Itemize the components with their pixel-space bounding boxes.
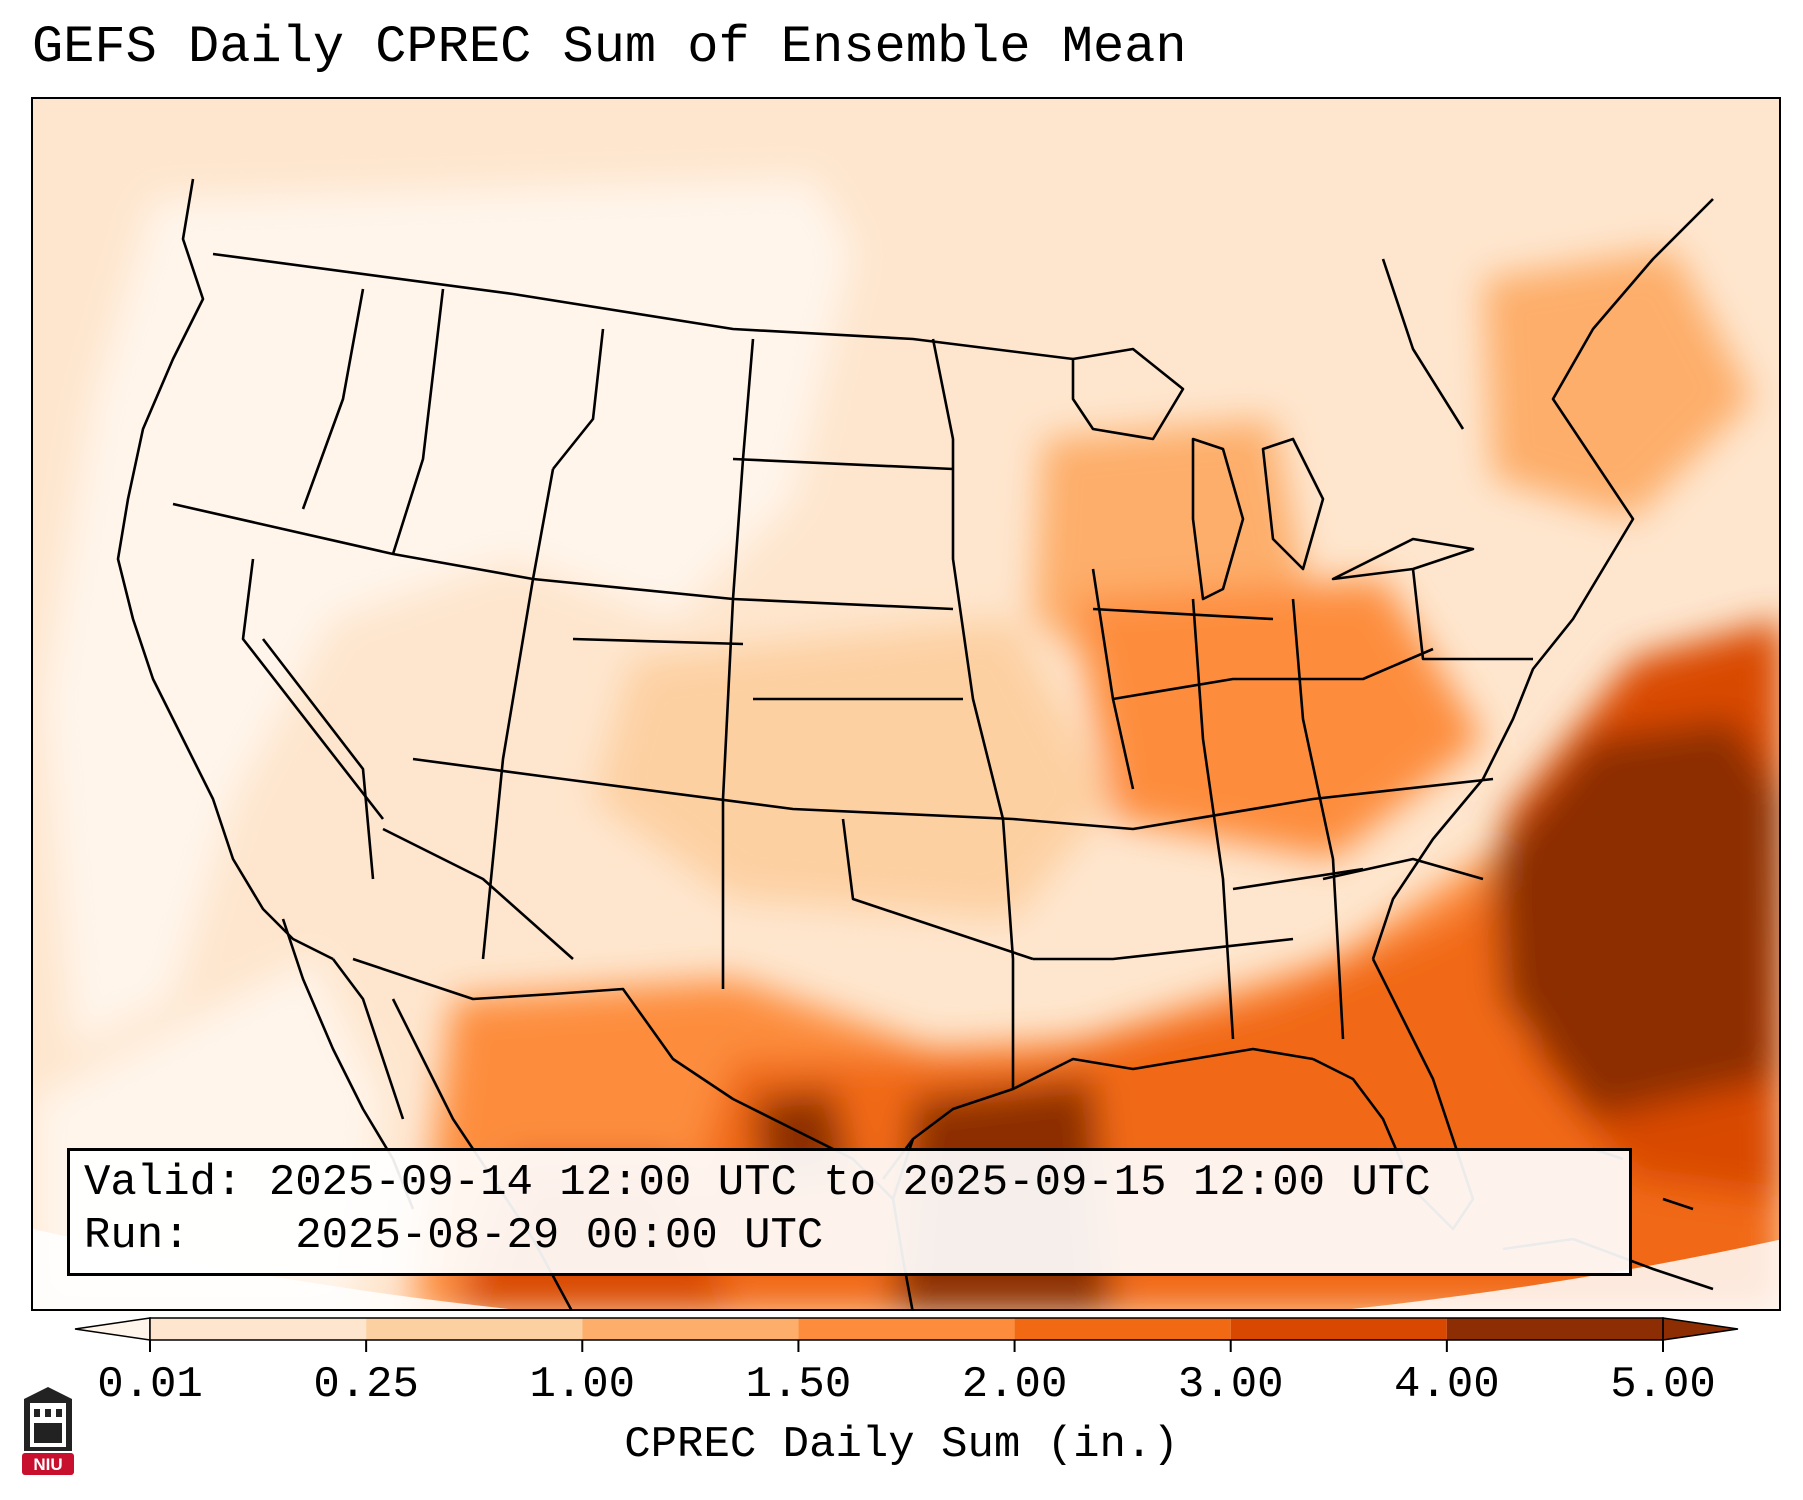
- valid-value: 2025-09-14 12:00 UTC to 2025-09-15 12:00…: [268, 1158, 1431, 1208]
- colorbar-tick-label: 5.00: [1610, 1360, 1716, 1410]
- niu-logo-text: NIU: [33, 1455, 62, 1474]
- valid-row: Valid: 2025-09-14 12:00 UTC to 2025-09-1…: [84, 1157, 1629, 1210]
- colorbar-tick-label: 1.00: [529, 1360, 636, 1410]
- colorbar-segment: [1230, 1318, 1447, 1340]
- colorbar-segment: [798, 1318, 1015, 1340]
- colorbar-segment: [1014, 1318, 1231, 1340]
- map-title: GEFS Daily CPREC Sum of Ensemble Mean: [32, 18, 1187, 77]
- colorbar-segment: [150, 1318, 367, 1340]
- colorbar-segment: [366, 1318, 583, 1340]
- info-box: Valid: 2025-09-14 12:00 UTC to 2025-09-1…: [67, 1148, 1632, 1276]
- colorbar-label: CPREC Daily Sum (in.): [624, 1420, 1179, 1470]
- colorbar-tick-label: 0.01: [97, 1360, 203, 1410]
- colorbar-extend-high: [1662, 1317, 1739, 1341]
- colorbar-tick-label: 2.00: [961, 1360, 1068, 1410]
- colorbar-outline: [149, 1317, 1664, 1341]
- run-row: Run: 2025-08-29 00:00 UTC: [84, 1210, 1629, 1263]
- niu-logo-band: [22, 1453, 74, 1475]
- colorbar-tick-label: 1.50: [745, 1360, 852, 1410]
- colorbar-segment: [582, 1318, 799, 1340]
- run-label: Run:: [84, 1211, 190, 1261]
- colorbar-tick-label: 4.00: [1394, 1360, 1500, 1410]
- borders: [116, 178, 1714, 1309]
- niu-logo: NIU: [22, 1387, 74, 1475]
- colorbar-tick-label: 3.00: [1177, 1360, 1284, 1410]
- valid-label: Valid:: [84, 1158, 243, 1208]
- colorbar-segment: [1446, 1318, 1663, 1340]
- colorbar-tick-label: 0.25: [313, 1360, 419, 1410]
- run-value: 2025-08-29 00:00 UTC: [295, 1211, 824, 1261]
- colorbar-extend-low: [74, 1317, 151, 1341]
